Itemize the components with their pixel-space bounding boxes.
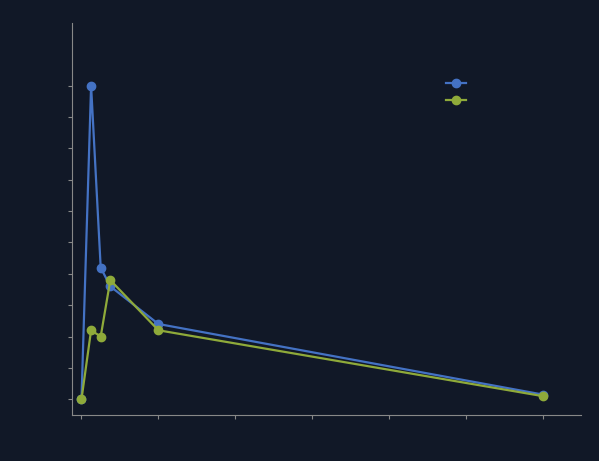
series1 [107,284,114,289]
series2 [87,327,95,333]
series1 [97,265,104,270]
series2 [539,393,546,399]
Line: series1: series1 [77,82,547,403]
series1 [539,392,546,397]
Line: series2: series2 [77,276,547,403]
series1 [155,321,162,327]
series2 [78,396,85,402]
series2 [107,278,114,283]
series2 [97,334,104,339]
series2 [155,327,162,333]
series1 [78,396,85,402]
Legend: series1, series2: series1, series2 [443,76,515,109]
series1 [87,83,95,89]
